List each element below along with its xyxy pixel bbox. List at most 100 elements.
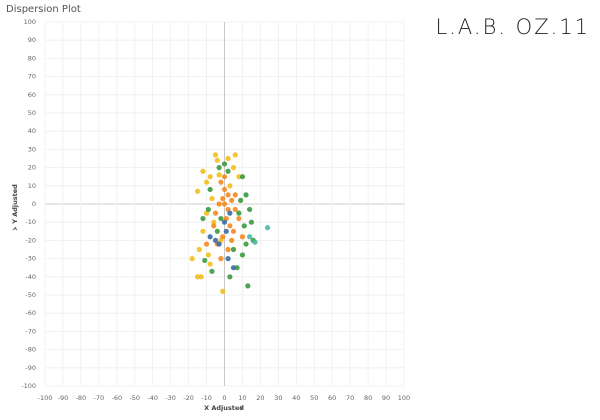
y-tick-label: -10 [25,218,36,226]
point [216,165,222,171]
point [230,228,237,234]
x-tick-label: -40 [147,394,158,402]
point [241,223,247,229]
point [229,197,235,203]
point [221,186,228,193]
x-tick-label: -90 [58,394,69,402]
grid: -100-90-80-70-60-50-40-30-20-10010203040… [21,18,410,402]
point [225,246,231,253]
x-tick-label: 50 [310,394,318,402]
pin-icon [12,226,18,231]
point [220,195,226,202]
point [227,210,233,216]
x-tick-label: 80 [364,394,372,402]
y-tick-label: -100 [21,382,36,390]
point [236,215,242,222]
point [211,219,217,225]
y-tick-label: -40 [25,273,36,281]
point [247,234,253,240]
point [221,219,228,225]
point [212,237,219,243]
x-tick-label: -20 [183,394,194,402]
x-tick-label: -80 [76,394,87,402]
y-tick-label: 0 [32,200,36,208]
point [216,172,222,178]
point [214,228,220,234]
point [196,246,202,253]
point [247,206,253,213]
point [207,186,213,193]
point [243,241,249,247]
x-tick-label: 90 [382,394,390,402]
y-tick-label: 10 [28,182,36,190]
point [239,234,246,240]
point [200,215,206,222]
y-tick-label: -30 [25,255,36,263]
point [227,183,233,189]
point [220,234,226,240]
point [232,206,238,213]
x-tick-label: 100 [398,394,410,402]
y-tick-label: 20 [28,164,36,172]
point [234,265,240,271]
point [203,179,210,185]
point [248,219,255,225]
point [225,168,231,174]
point [218,215,224,222]
x-tick-label: 0 [222,394,226,402]
x-axis-label: X Adjusted [204,404,244,412]
point [221,201,228,207]
y-tick-label: 100 [24,18,36,26]
x-tick-label: 60 [328,394,336,402]
point [232,192,238,198]
point [189,256,195,262]
x-tick-label: -50 [129,394,140,402]
y-tick-label: -50 [25,291,36,299]
point [209,195,215,202]
point [203,241,210,247]
y-tick-label: -20 [25,236,36,244]
y-tick-label: 60 [28,91,36,99]
point [223,228,229,234]
point [218,179,224,185]
point [205,252,211,258]
point [252,239,258,245]
brand-logo: L.A.B. OZ.11 [436,15,590,39]
pin-icon [239,405,244,411]
point [229,237,235,243]
x-tick-label: -70 [94,394,105,402]
y-tick-label: 70 [28,73,36,81]
point [225,155,231,162]
point [243,192,249,198]
y-tick-label: -70 [25,327,36,335]
point [202,257,208,264]
point [194,188,201,194]
point [212,152,219,158]
point [200,228,206,234]
x-tick-label: -60 [111,394,122,402]
point [232,152,238,158]
y-tick-label: 90 [28,36,36,44]
point [211,223,217,229]
point [245,283,251,289]
x-tick-label: 30 [274,394,282,402]
point [225,192,231,198]
y-tick-label: -90 [25,364,36,372]
point [230,265,237,271]
point [221,174,228,180]
x-tick-label: 20 [256,394,264,402]
x-tick-label: -10 [201,394,212,402]
points [189,152,271,294]
x-tick-label: 40 [292,394,300,402]
point [239,252,246,258]
point [200,168,206,174]
point [212,210,219,216]
point [216,201,222,207]
y-tick-label: -60 [25,309,36,317]
x-tick-label: -100 [38,394,53,402]
point [225,256,231,262]
point [264,225,271,231]
point [207,234,213,240]
point [194,274,201,280]
